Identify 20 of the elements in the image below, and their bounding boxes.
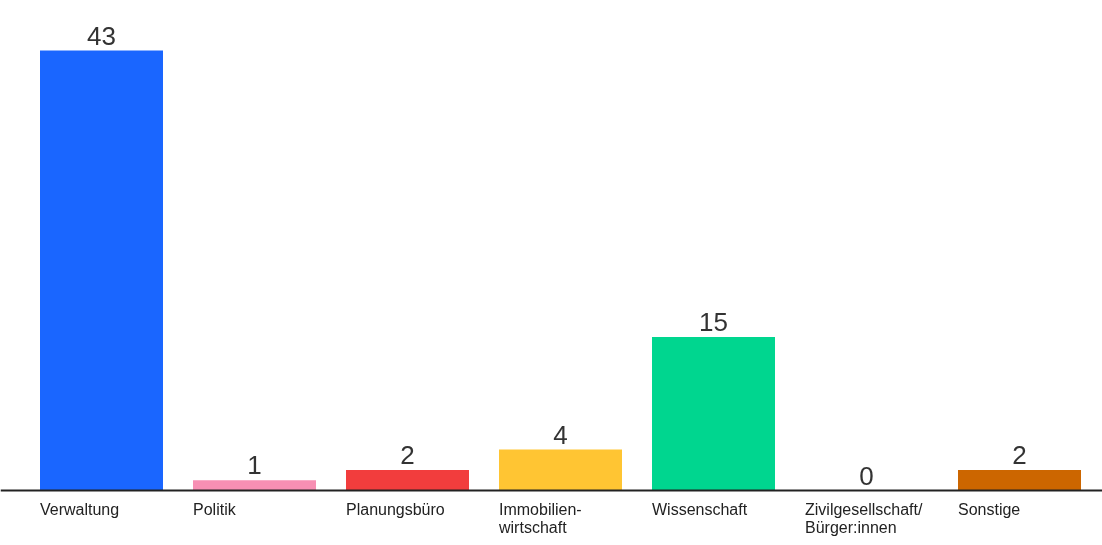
data-label: 0 (859, 460, 874, 491)
x-tick-label: Zivilgesellschaft/ Bürger:innen (805, 500, 923, 537)
bar (193, 480, 316, 491)
data-label: 2 (1012, 440, 1027, 471)
data-label: 4 (553, 419, 568, 450)
data-label: 1 (247, 450, 262, 481)
bar (40, 50, 163, 491)
x-tick-label: Politik (193, 500, 237, 518)
x-tick-label: Wissenschaft (652, 500, 748, 518)
bar (346, 470, 469, 491)
data-label: 2 (400, 440, 415, 471)
bar (499, 449, 622, 491)
bar (652, 337, 775, 491)
x-tick-label: Verwaltung (40, 500, 120, 518)
bar (958, 470, 1081, 491)
x-tick-label: Immobilien- wirtschaft (498, 500, 582, 537)
data-label: 15 (699, 307, 728, 338)
x-tick-label: Sonstige (958, 500, 1021, 518)
x-tick-label: Planungsbüro (346, 500, 445, 518)
data-label: 43 (87, 20, 116, 51)
